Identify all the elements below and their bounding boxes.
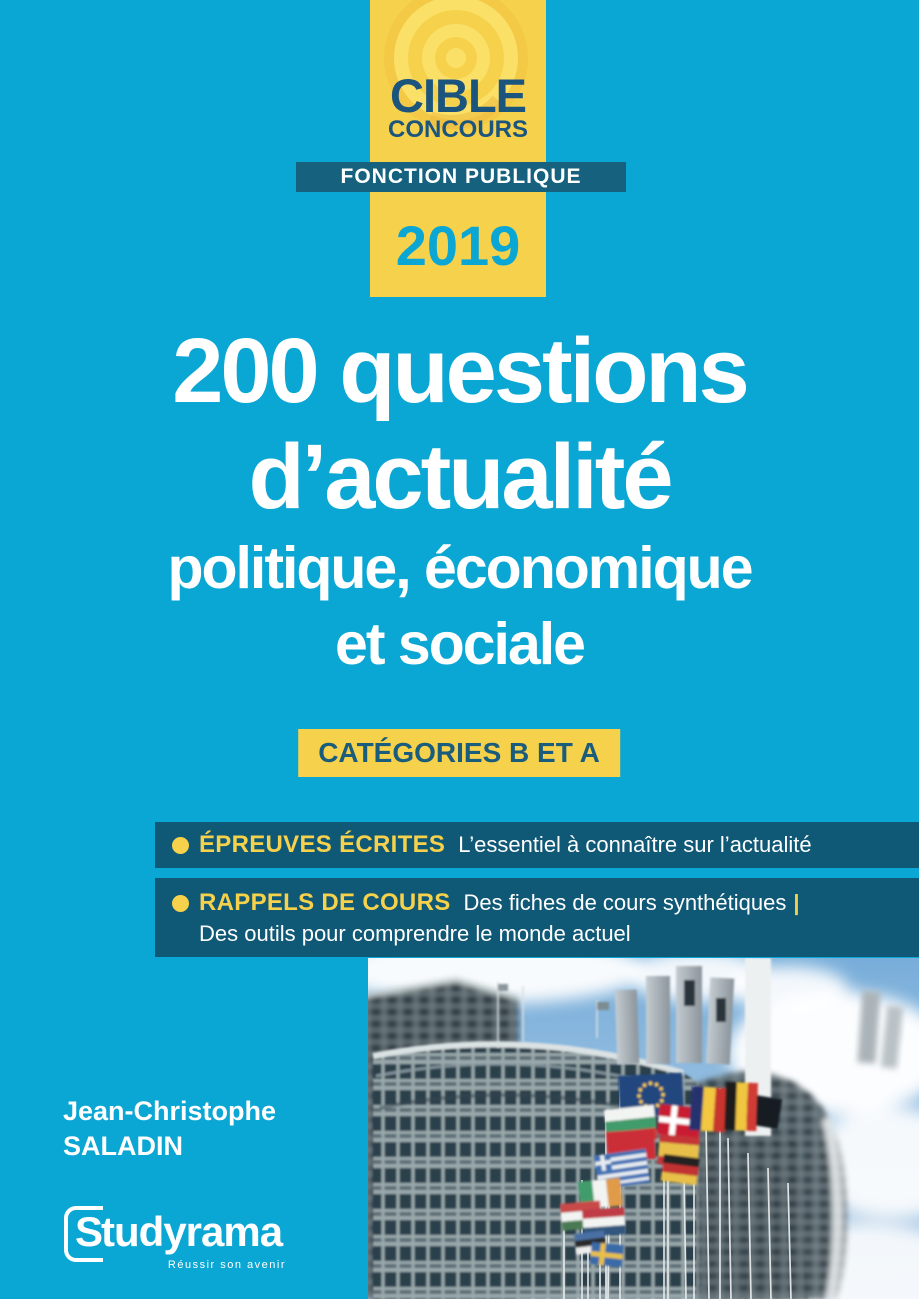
feature-label: ÉPREUVES ÉCRITES	[199, 831, 446, 858]
title-line-1: 200 questions	[172, 320, 750, 422]
feature-bar-rappels: RAPPELS DE COURS Des fiches de cours syn…	[155, 878, 919, 957]
logo-bracket-icon: S	[64, 1206, 103, 1262]
collection-name-line1: CIBLE	[390, 69, 527, 122]
feature-label: RAPPELS DE COURS	[199, 889, 451, 916]
flags	[560, 1072, 758, 1268]
feature-bar-epreuves: ÉPREUVES ÉCRITES L’essentiel à connaître…	[155, 822, 919, 868]
title-line-2: d’actualité	[248, 426, 673, 528]
separator-mark: |	[793, 890, 800, 915]
categories-badge: CATÉGORIES B ET A	[298, 729, 620, 777]
title-line-4: et sociale	[335, 611, 586, 677]
collection-block: CIBLE CONCOURS 2019	[370, 0, 546, 297]
series-banner: FONCTION PUBLIQUE	[296, 162, 626, 192]
author-first-name: Jean-Christophe	[63, 1096, 277, 1126]
target-icon	[384, 0, 528, 130]
title-line-3: politique, économique	[167, 535, 753, 601]
bullet-icon	[172, 894, 189, 912]
publisher-name: Studyrama	[64, 1206, 286, 1262]
feature-text-line2: Des outils pour comprendre le monde actu…	[199, 921, 631, 946]
roof-poles	[497, 982, 609, 1048]
author-last-name: SALADIN	[63, 1131, 183, 1161]
greece-flag	[594, 1148, 651, 1190]
european-parliament-photo	[368, 958, 919, 1299]
romania-flag	[688, 1086, 728, 1133]
feature-text: L’essentiel à connaître sur l’actualité	[458, 832, 812, 857]
feature-text: Des fiches de cours synthétiques	[463, 890, 787, 915]
author-name: Jean-Christophe SALADIN	[63, 1094, 276, 1164]
studyrama-logo: Studyrama Réussir son avenir	[64, 1206, 286, 1271]
germany-flag	[660, 1154, 700, 1186]
publisher-tagline: Réussir son avenir	[167, 1259, 286, 1271]
edition-year: 2019	[395, 214, 521, 277]
collection-name-line2: CONCOURS	[387, 116, 528, 143]
belgium-flag	[724, 1082, 758, 1132]
sweden-flag	[589, 1242, 624, 1268]
bullet-icon	[172, 836, 189, 854]
roof-plates	[614, 966, 904, 1069]
book-title: 200 questions d’actualité politique, éco…	[0, 318, 919, 682]
